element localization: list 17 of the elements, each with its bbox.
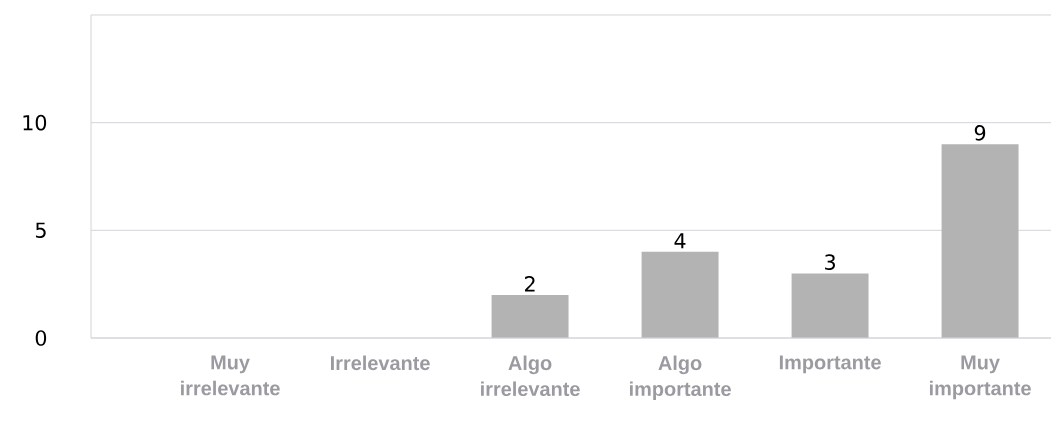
y-tick-label: 0 <box>35 330 47 346</box>
bar <box>641 251 719 338</box>
x-tick-label: Irrelevante <box>330 355 430 371</box>
x-tick-label: Muy importante <box>929 355 1031 400</box>
bar <box>491 294 569 338</box>
data-label: 9 <box>974 125 986 141</box>
data-label: 4 <box>674 233 686 249</box>
x-tick-label: Algo importante <box>629 355 731 400</box>
y-tick-label: 10 <box>23 114 47 131</box>
x-tick-label: Algo irrelevante <box>481 355 580 397</box>
bar <box>941 144 1019 338</box>
x-tick-label: Importante <box>779 355 881 374</box>
data-label: 3 <box>825 254 835 270</box>
y-tick-label: 5 <box>35 222 46 238</box>
data-label: 2 <box>525 276 535 292</box>
x-tick-label: Muy irrelevante <box>181 355 280 396</box>
bar <box>791 273 869 338</box>
